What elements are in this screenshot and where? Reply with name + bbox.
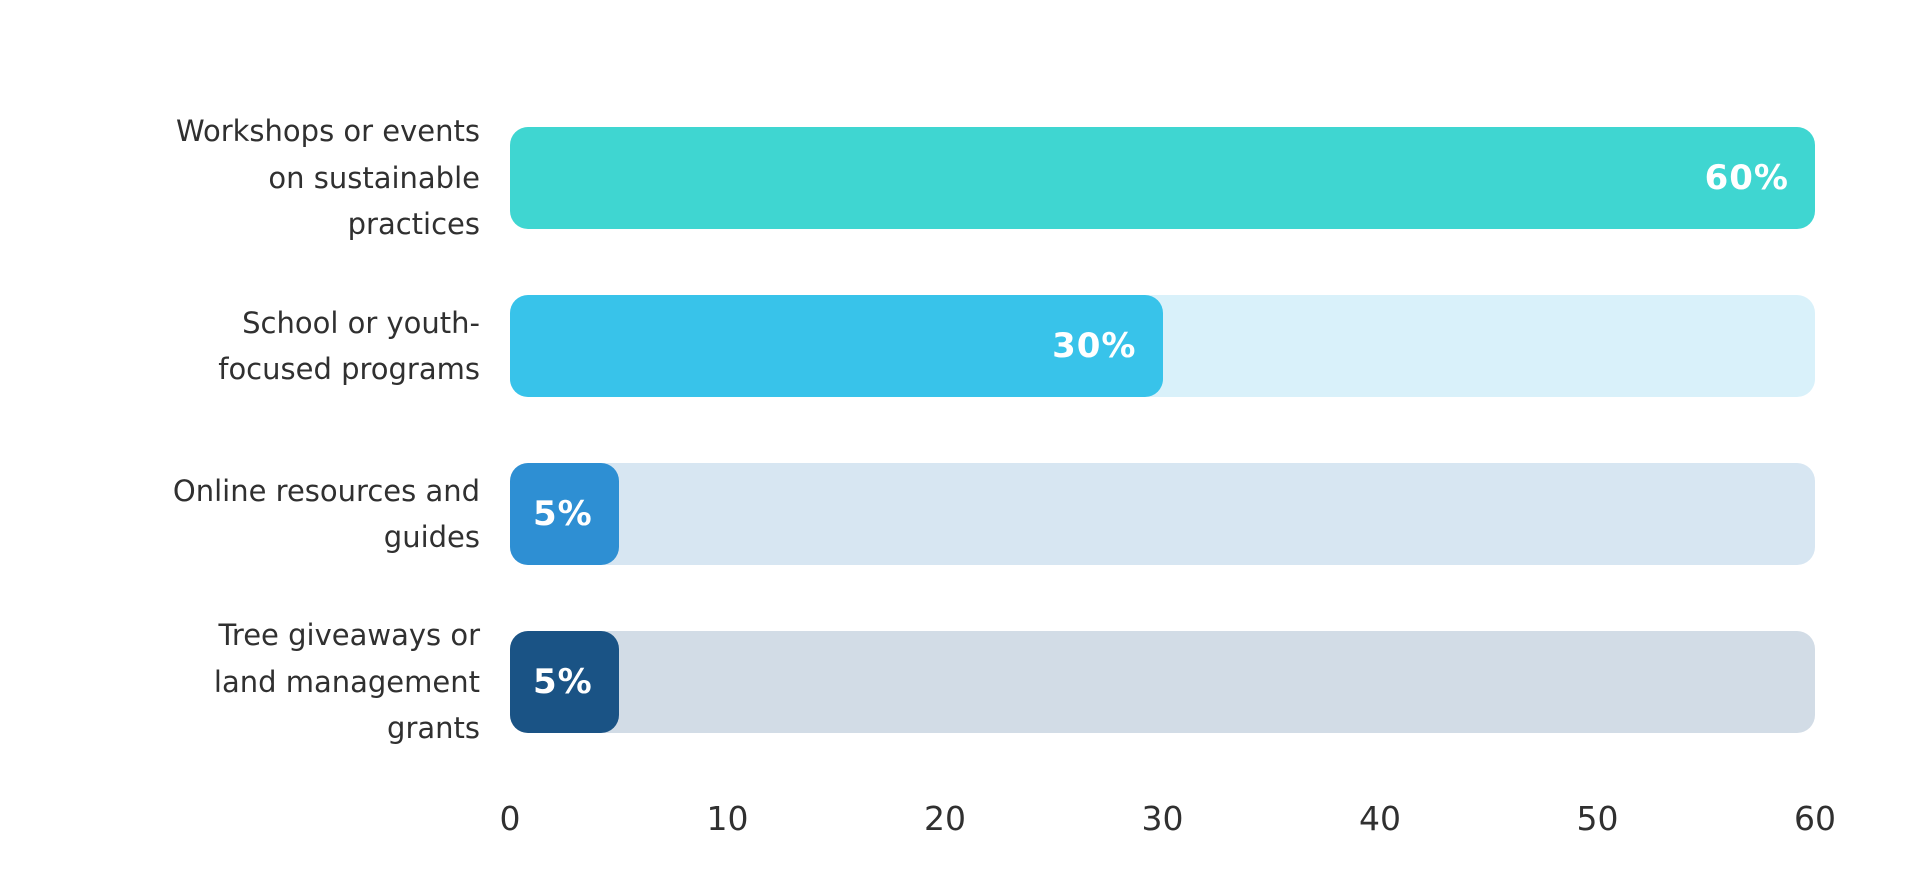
category-label-line: focused programs <box>218 352 480 386</box>
x-axis-tick: 10 <box>706 799 749 838</box>
x-axis-tick: 50 <box>1576 799 1619 838</box>
chart-row: School or youth- focused programs 30% <box>115 295 1920 397</box>
bar-value-label: 30% <box>1052 326 1137 366</box>
bar-value-label: 5% <box>533 662 593 702</box>
category-label-line: practices <box>347 207 480 242</box>
bar-fill: 60% <box>510 127 1815 229</box>
category-label-line: guides <box>383 520 480 554</box>
bar-fill: 5% <box>510 463 619 565</box>
bar-value-label: 60% <box>1704 158 1789 198</box>
x-axis: 0 10 20 30 40 50 60 <box>0 799 1920 847</box>
bar-track: 30% <box>510 295 1815 397</box>
chart-row: Online resources and guides 5% <box>115 463 1920 565</box>
category-label-line: on sustainable <box>268 160 480 195</box>
category-label: Tree giveaways or land management grants <box>115 612 510 751</box>
chart-row: Workshops or events on sustainable pract… <box>115 114 1920 241</box>
category-label: Online resources and guides <box>115 468 510 561</box>
x-axis-tick: 40 <box>1359 799 1401 838</box>
bar-value-label: 5% <box>533 494 593 534</box>
x-axis-tick: 20 <box>924 799 966 838</box>
bar-fill: 30% <box>510 295 1163 397</box>
category-label: School or youth- focused programs <box>115 300 510 393</box>
bar-fill: 5% <box>510 631 619 733</box>
x-axis-tick: 60 <box>1794 799 1836 838</box>
category-label-line: School or youth- <box>242 305 480 340</box>
bar-track: 5% <box>510 463 1815 565</box>
category-label-line: Tree giveaways or <box>218 618 480 653</box>
x-axis-tick: 30 <box>1141 799 1184 838</box>
chart-rows: Workshops or events on sustainable pract… <box>115 114 1920 745</box>
chart-row: Tree giveaways or land management grants… <box>115 618 1920 745</box>
axis-spacer <box>115 799 510 847</box>
category-label-line: grants <box>387 711 480 746</box>
category-label-line: Workshops or events <box>176 114 480 149</box>
bar-track: 60% <box>510 127 1815 229</box>
x-axis-ticks: 0 10 20 30 40 50 60 <box>500 799 1837 847</box>
category-label-line: Online resources and <box>172 473 480 508</box>
category-label-line: land management <box>213 664 480 699</box>
x-axis-tick: 0 <box>499 799 521 838</box>
bar-track: 5% <box>510 631 1815 733</box>
category-label: Workshops or events on sustainable pract… <box>115 108 510 247</box>
